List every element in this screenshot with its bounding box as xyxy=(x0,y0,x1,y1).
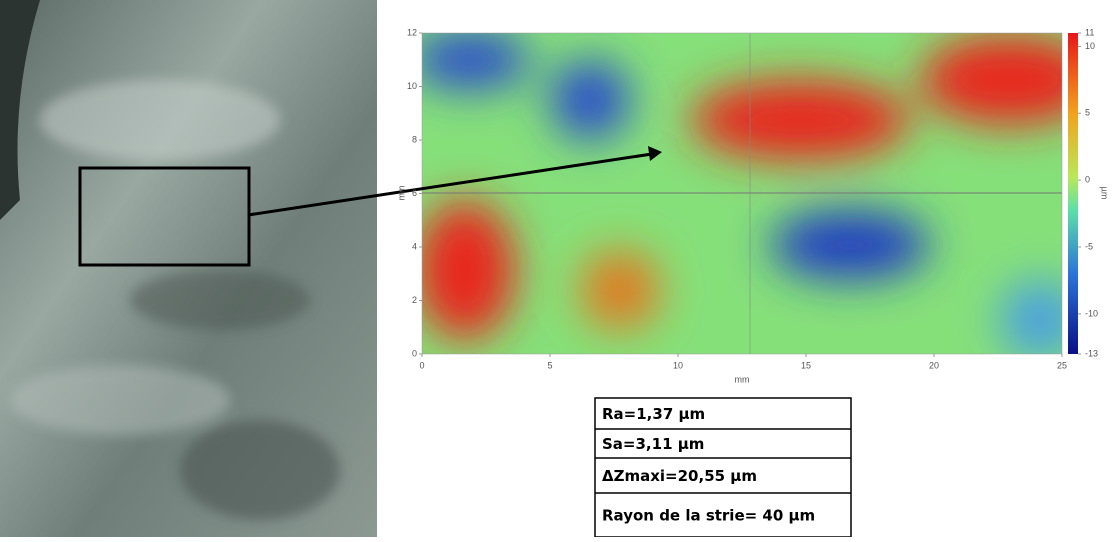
heatmap xyxy=(422,33,1062,354)
x-tick-label: 10 xyxy=(673,360,683,370)
x-axis-label: mm xyxy=(735,374,750,384)
y-tick-label: 4 xyxy=(412,241,417,251)
table: Ra=1,37 µm Sa=3,11 µm ΔZmaxi=20,55 µm Rayon… xyxy=(594,397,852,538)
x-tick-label: 20 xyxy=(929,360,939,370)
colorbar-label: µm xyxy=(1100,187,1110,200)
y-tick-label: 2 xyxy=(412,295,417,305)
y-axis-label: mm xyxy=(396,186,406,201)
colorbar-tick-label: 5 xyxy=(1085,108,1090,118)
x-tick-label: 25 xyxy=(1057,360,1067,370)
colorbar-tick-label: 11 xyxy=(1085,27,1094,37)
colorbar-tick-label: 0 xyxy=(1085,175,1090,185)
x-tick-label: 0 xyxy=(419,360,424,370)
colorbar-tick-label: -13 xyxy=(1085,348,1098,358)
colorbar-tick-label: 10 xyxy=(1085,41,1095,51)
photo xyxy=(0,0,377,537)
colorbar xyxy=(1068,33,1078,354)
y-tick-label: 6 xyxy=(412,188,417,198)
table-cell: Sa=3,11 µm xyxy=(602,435,704,453)
x-tick-label: 5 xyxy=(547,360,552,370)
x-tick-label: 15 xyxy=(801,360,811,370)
y-tick-label: 12 xyxy=(407,27,417,37)
table-cell: Rayon de la strie= 40 µm xyxy=(602,507,815,525)
y-tick-label: 8 xyxy=(412,134,417,144)
colorbar-tick-label: -5 xyxy=(1085,241,1093,251)
table-cell: Ra=1,37 µm xyxy=(602,405,705,423)
table-cell: ΔZmaxi=20,55 µm xyxy=(602,467,757,485)
y-tick-label: 10 xyxy=(407,81,417,91)
y-tick-label: 0 xyxy=(412,348,417,358)
colorbar-tick-label: -10 xyxy=(1085,308,1098,318)
